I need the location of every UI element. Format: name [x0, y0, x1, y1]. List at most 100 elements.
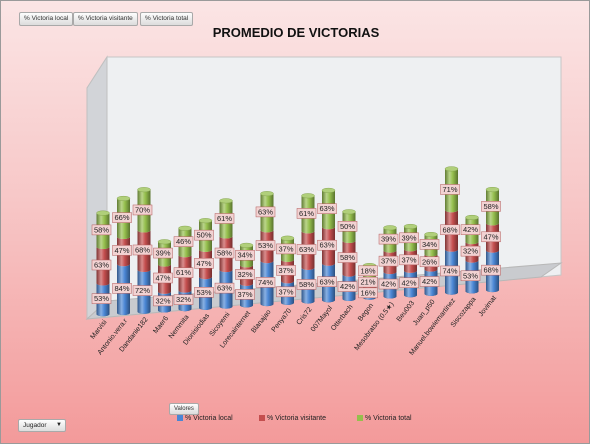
data-label-box	[481, 201, 501, 212]
data-label-text: 42%	[401, 278, 416, 287]
data-label: 53%	[460, 270, 481, 282]
data-label-box	[276, 265, 296, 276]
bar-top	[424, 232, 438, 238]
data-label-text: 58%	[94, 225, 109, 234]
data-label-box	[337, 252, 358, 263]
data-label: 74%	[440, 265, 460, 277]
data-label: 37%	[399, 254, 419, 266]
data-label-text: 63%	[319, 277, 334, 286]
data-label-text: 58%	[299, 280, 314, 289]
filter-button-visitante[interactable]: % Victoria visitante	[73, 12, 138, 26]
data-label-text: 42%	[340, 282, 355, 291]
data-label-text: 58%	[483, 202, 498, 211]
data-label: 37%	[235, 289, 255, 300]
bar-top	[321, 187, 336, 193]
data-label-box	[132, 285, 153, 296]
data-label-box	[173, 267, 194, 278]
data-label-text: 32%	[463, 247, 478, 256]
data-label: 61%	[173, 267, 194, 278]
data-label: 70%	[132, 204, 153, 216]
data-label-text: 47%	[114, 246, 129, 255]
data-label-text: 32%	[237, 270, 252, 279]
legend-label-total: % Victoria total	[365, 415, 412, 422]
data-label-text: 16%	[360, 288, 375, 297]
data-label-box	[378, 278, 399, 290]
data-label-box	[317, 276, 337, 288]
legend-swatch-total	[357, 415, 363, 421]
data-label-box	[194, 287, 214, 298]
data-label-box	[153, 295, 173, 307]
data-label-box	[91, 259, 112, 271]
data-label-text: 39%	[401, 233, 416, 242]
data-label: 68%	[132, 244, 153, 256]
data-label: 84%	[112, 283, 132, 294]
legend-swatch-local	[177, 415, 183, 421]
data-label-text: 63%	[299, 245, 314, 254]
data-label: 47%	[481, 231, 501, 243]
data-label: 63%	[317, 239, 337, 251]
bar-top	[280, 235, 295, 241]
data-label-box	[235, 289, 255, 300]
data-label-text: 63%	[258, 207, 273, 216]
data-label: 72%	[132, 285, 153, 296]
legend-label-visitante: % Victoria visitante	[267, 415, 327, 422]
data-label: 58%	[337, 252, 358, 263]
data-label: 63%	[296, 244, 317, 255]
data-label-box	[255, 206, 276, 218]
data-label-box	[112, 245, 132, 256]
data-label-box	[378, 255, 399, 267]
data-label-text: 42%	[463, 225, 478, 234]
bar-top	[116, 195, 131, 201]
data-label-box	[296, 208, 317, 219]
jugador-field-dropdown[interactable]: Jugador ▼	[18, 419, 66, 432]
data-label-box	[132, 204, 153, 216]
data-label: 50%	[337, 221, 358, 232]
filter-button-local[interactable]: % Victoria local	[19, 12, 74, 26]
data-label-text: 18%	[360, 266, 375, 275]
data-label-text: 53%	[463, 271, 478, 280]
data-label: 63%	[317, 276, 337, 288]
category-label: Cris72	[296, 306, 314, 326]
data-label: 32%	[153, 295, 173, 307]
data-label-text: 32%	[155, 296, 170, 305]
data-label-box	[173, 294, 194, 305]
legend-swatch-visitante	[259, 415, 265, 421]
data-label-text: 34%	[422, 240, 437, 249]
category-label: Maer6	[152, 315, 170, 335]
data-label-box	[132, 244, 153, 256]
data-label-text: 66%	[114, 213, 129, 222]
data-label: 47%	[112, 245, 132, 256]
data-label-box	[317, 239, 337, 251]
category-label: Penya70	[271, 307, 294, 333]
data-label-box	[399, 232, 419, 244]
data-label-box	[235, 249, 255, 261]
bar-top	[403, 224, 418, 230]
data-label-box	[460, 270, 481, 282]
data-label-box	[440, 184, 460, 195]
data-label: 68%	[440, 224, 460, 236]
data-label-text: 74%	[258, 278, 273, 287]
data-label-text: 61%	[299, 209, 314, 218]
data-label: 32%	[235, 269, 255, 280]
legend-item-local: % Victoria local	[177, 415, 233, 422]
data-label-text: 68%	[442, 225, 457, 234]
data-label-text: 42%	[381, 280, 396, 289]
bar-top	[301, 193, 315, 199]
legend-item-visitante: % Victoria visitante	[259, 415, 326, 422]
data-label-box	[214, 247, 235, 259]
data-label: 42%	[337, 281, 358, 292]
data-label: 37%	[276, 265, 296, 276]
data-label-box	[255, 277, 276, 288]
data-label-box	[481, 264, 501, 276]
data-label: 58%	[214, 247, 235, 259]
data-label-box	[173, 236, 194, 247]
filter-button-total[interactable]: % Victoria total	[140, 12, 194, 26]
values-field-button[interactable]: Valores	[169, 403, 199, 415]
category-label: Otterbach	[330, 304, 355, 333]
data-label: 39%	[378, 233, 399, 245]
data-label: 61%	[214, 213, 235, 224]
category-label: Blanajao	[250, 309, 272, 335]
category-label: Mesobratso (0.5★)	[353, 301, 396, 353]
